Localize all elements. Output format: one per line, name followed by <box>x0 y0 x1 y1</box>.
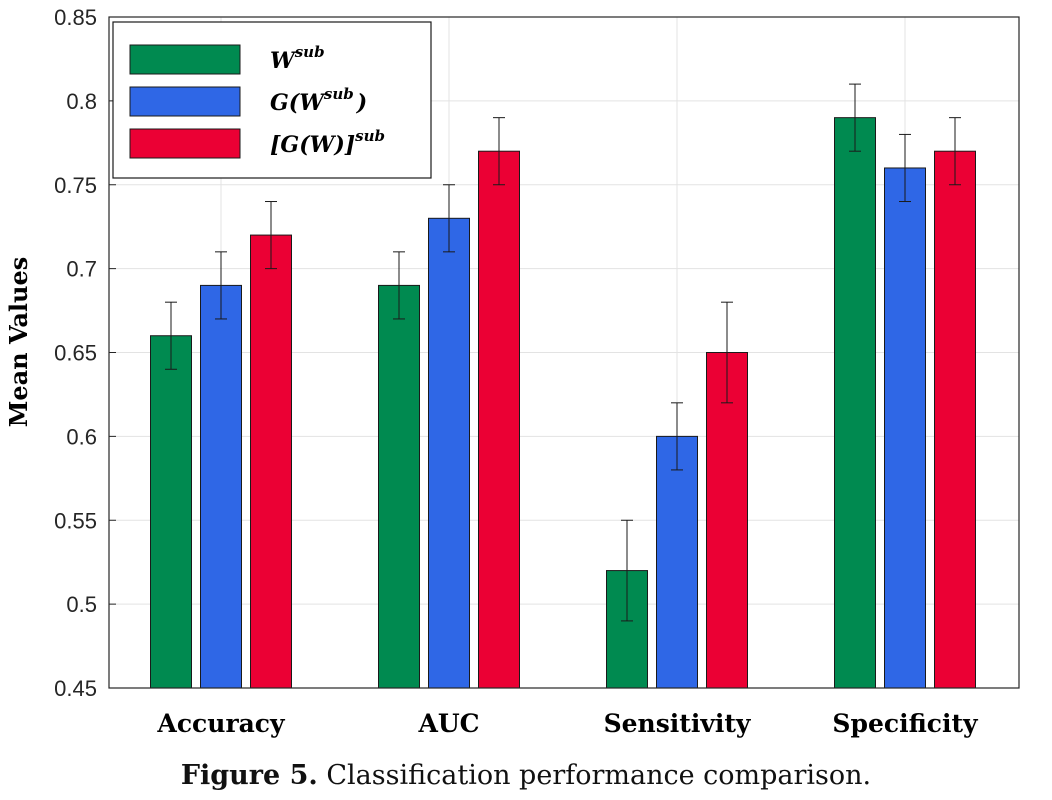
bar-auc-series3 <box>478 150 520 689</box>
error-bar <box>899 133 911 203</box>
error-bar <box>265 201 277 270</box>
bar-specificity-series3 <box>934 150 976 689</box>
bar-sensitivity-series2 <box>656 435 698 689</box>
legend-label: G(Wsub) <box>270 85 367 116</box>
y-tick-label: 0.5 <box>66 592 97 617</box>
figure-caption: Figure 5. Classification performance com… <box>0 760 1052 791</box>
legend: Wsub G(Wsub) [G(W)]sub <box>112 21 432 179</box>
bar-auc-series2 <box>428 217 470 689</box>
y-axis-ticks: 0.45 0.5 0.55 0.6 0.65 0.7 0.75 0.8 0.85 <box>54 5 116 701</box>
x-category-label: AUC <box>417 709 479 738</box>
legend-swatch <box>129 86 241 117</box>
y-tick-label: 0.6 <box>66 424 97 449</box>
bar-accuracy-series2 <box>200 284 242 689</box>
error-bar <box>849 83 861 152</box>
error-bar <box>493 117 505 186</box>
y-axis-label: Mean Values <box>4 257 33 428</box>
y-tick-label: 0.65 <box>54 341 97 366</box>
error-bar <box>621 519 633 622</box>
y-tick-label: 0.7 <box>66 257 97 282</box>
x-category-label: Specificity <box>832 709 979 738</box>
bar-sensitivity-series3 <box>706 352 748 689</box>
y-tick-label: 0.85 <box>54 5 97 30</box>
error-bar <box>721 301 733 404</box>
x-category-label: Sensitivity <box>604 709 752 738</box>
bar-specificity-series1 <box>834 117 876 689</box>
x-axis-categories: Accuracy AUC Sensitivity Specificity <box>156 709 979 738</box>
y-tick-label: 0.8 <box>66 89 97 114</box>
error-bar <box>949 117 961 186</box>
bars-group <box>150 117 976 689</box>
caption-text: Classification performance comparison. <box>317 760 872 791</box>
legend-label: [G(W)]sub <box>270 127 385 158</box>
error-bars-group <box>165 83 961 622</box>
legend-swatch <box>129 44 241 75</box>
y-tick-label: 0.55 <box>54 508 97 533</box>
bar-accuracy-series1 <box>150 335 192 689</box>
bar-specificity-series2 <box>884 167 926 689</box>
bar-sensitivity-series1 <box>606 570 648 689</box>
x-category-label: Accuracy <box>156 709 286 738</box>
y-tick-label: 0.45 <box>54 676 97 701</box>
caption-label: Figure 5. <box>180 760 318 791</box>
bar-auc-series1 <box>378 284 420 689</box>
error-bar <box>443 184 455 253</box>
error-bar <box>215 251 227 320</box>
y-tick-label: 0.75 <box>54 173 97 198</box>
bar-chart: 0.45 0.5 0.55 0.6 0.65 0.7 0.75 0.8 0.85 Accurac… <box>4 5 1020 738</box>
error-bar <box>165 301 177 370</box>
bar-accuracy-series3 <box>250 234 292 689</box>
error-bar <box>393 251 405 320</box>
legend-swatch <box>129 128 241 159</box>
error-bar <box>671 402 683 471</box>
legend-label: Wsub <box>270 43 325 74</box>
